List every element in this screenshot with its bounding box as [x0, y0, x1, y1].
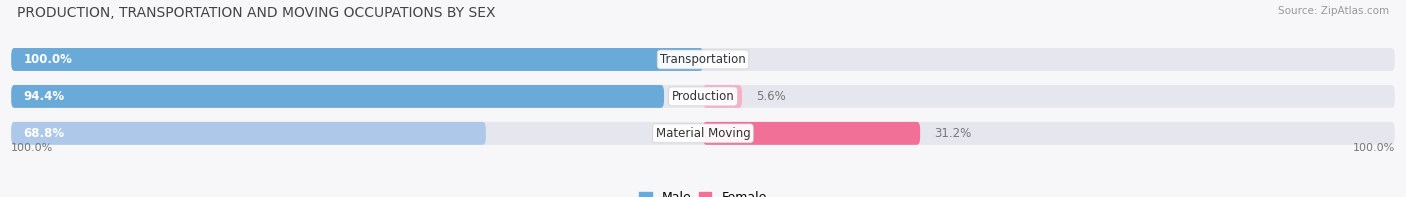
Text: 100.0%: 100.0%	[24, 53, 73, 66]
FancyBboxPatch shape	[11, 122, 486, 145]
FancyBboxPatch shape	[11, 122, 1395, 145]
FancyBboxPatch shape	[703, 85, 742, 108]
FancyBboxPatch shape	[11, 48, 703, 71]
Legend: Male, Female: Male, Female	[634, 186, 772, 197]
Text: Production: Production	[672, 90, 734, 103]
Text: 100.0%: 100.0%	[11, 143, 53, 152]
Text: PRODUCTION, TRANSPORTATION AND MOVING OCCUPATIONS BY SEX: PRODUCTION, TRANSPORTATION AND MOVING OC…	[17, 6, 495, 20]
FancyBboxPatch shape	[11, 85, 664, 108]
Text: Transportation: Transportation	[661, 53, 745, 66]
Text: 5.6%: 5.6%	[756, 90, 786, 103]
FancyBboxPatch shape	[703, 122, 920, 145]
FancyBboxPatch shape	[11, 48, 1395, 71]
FancyBboxPatch shape	[11, 85, 1395, 108]
Text: Material Moving: Material Moving	[655, 127, 751, 140]
Text: 31.2%: 31.2%	[934, 127, 972, 140]
Text: 100.0%: 100.0%	[1353, 143, 1395, 152]
Text: 94.4%: 94.4%	[24, 90, 65, 103]
Text: 68.8%: 68.8%	[24, 127, 65, 140]
Text: Source: ZipAtlas.com: Source: ZipAtlas.com	[1278, 6, 1389, 16]
